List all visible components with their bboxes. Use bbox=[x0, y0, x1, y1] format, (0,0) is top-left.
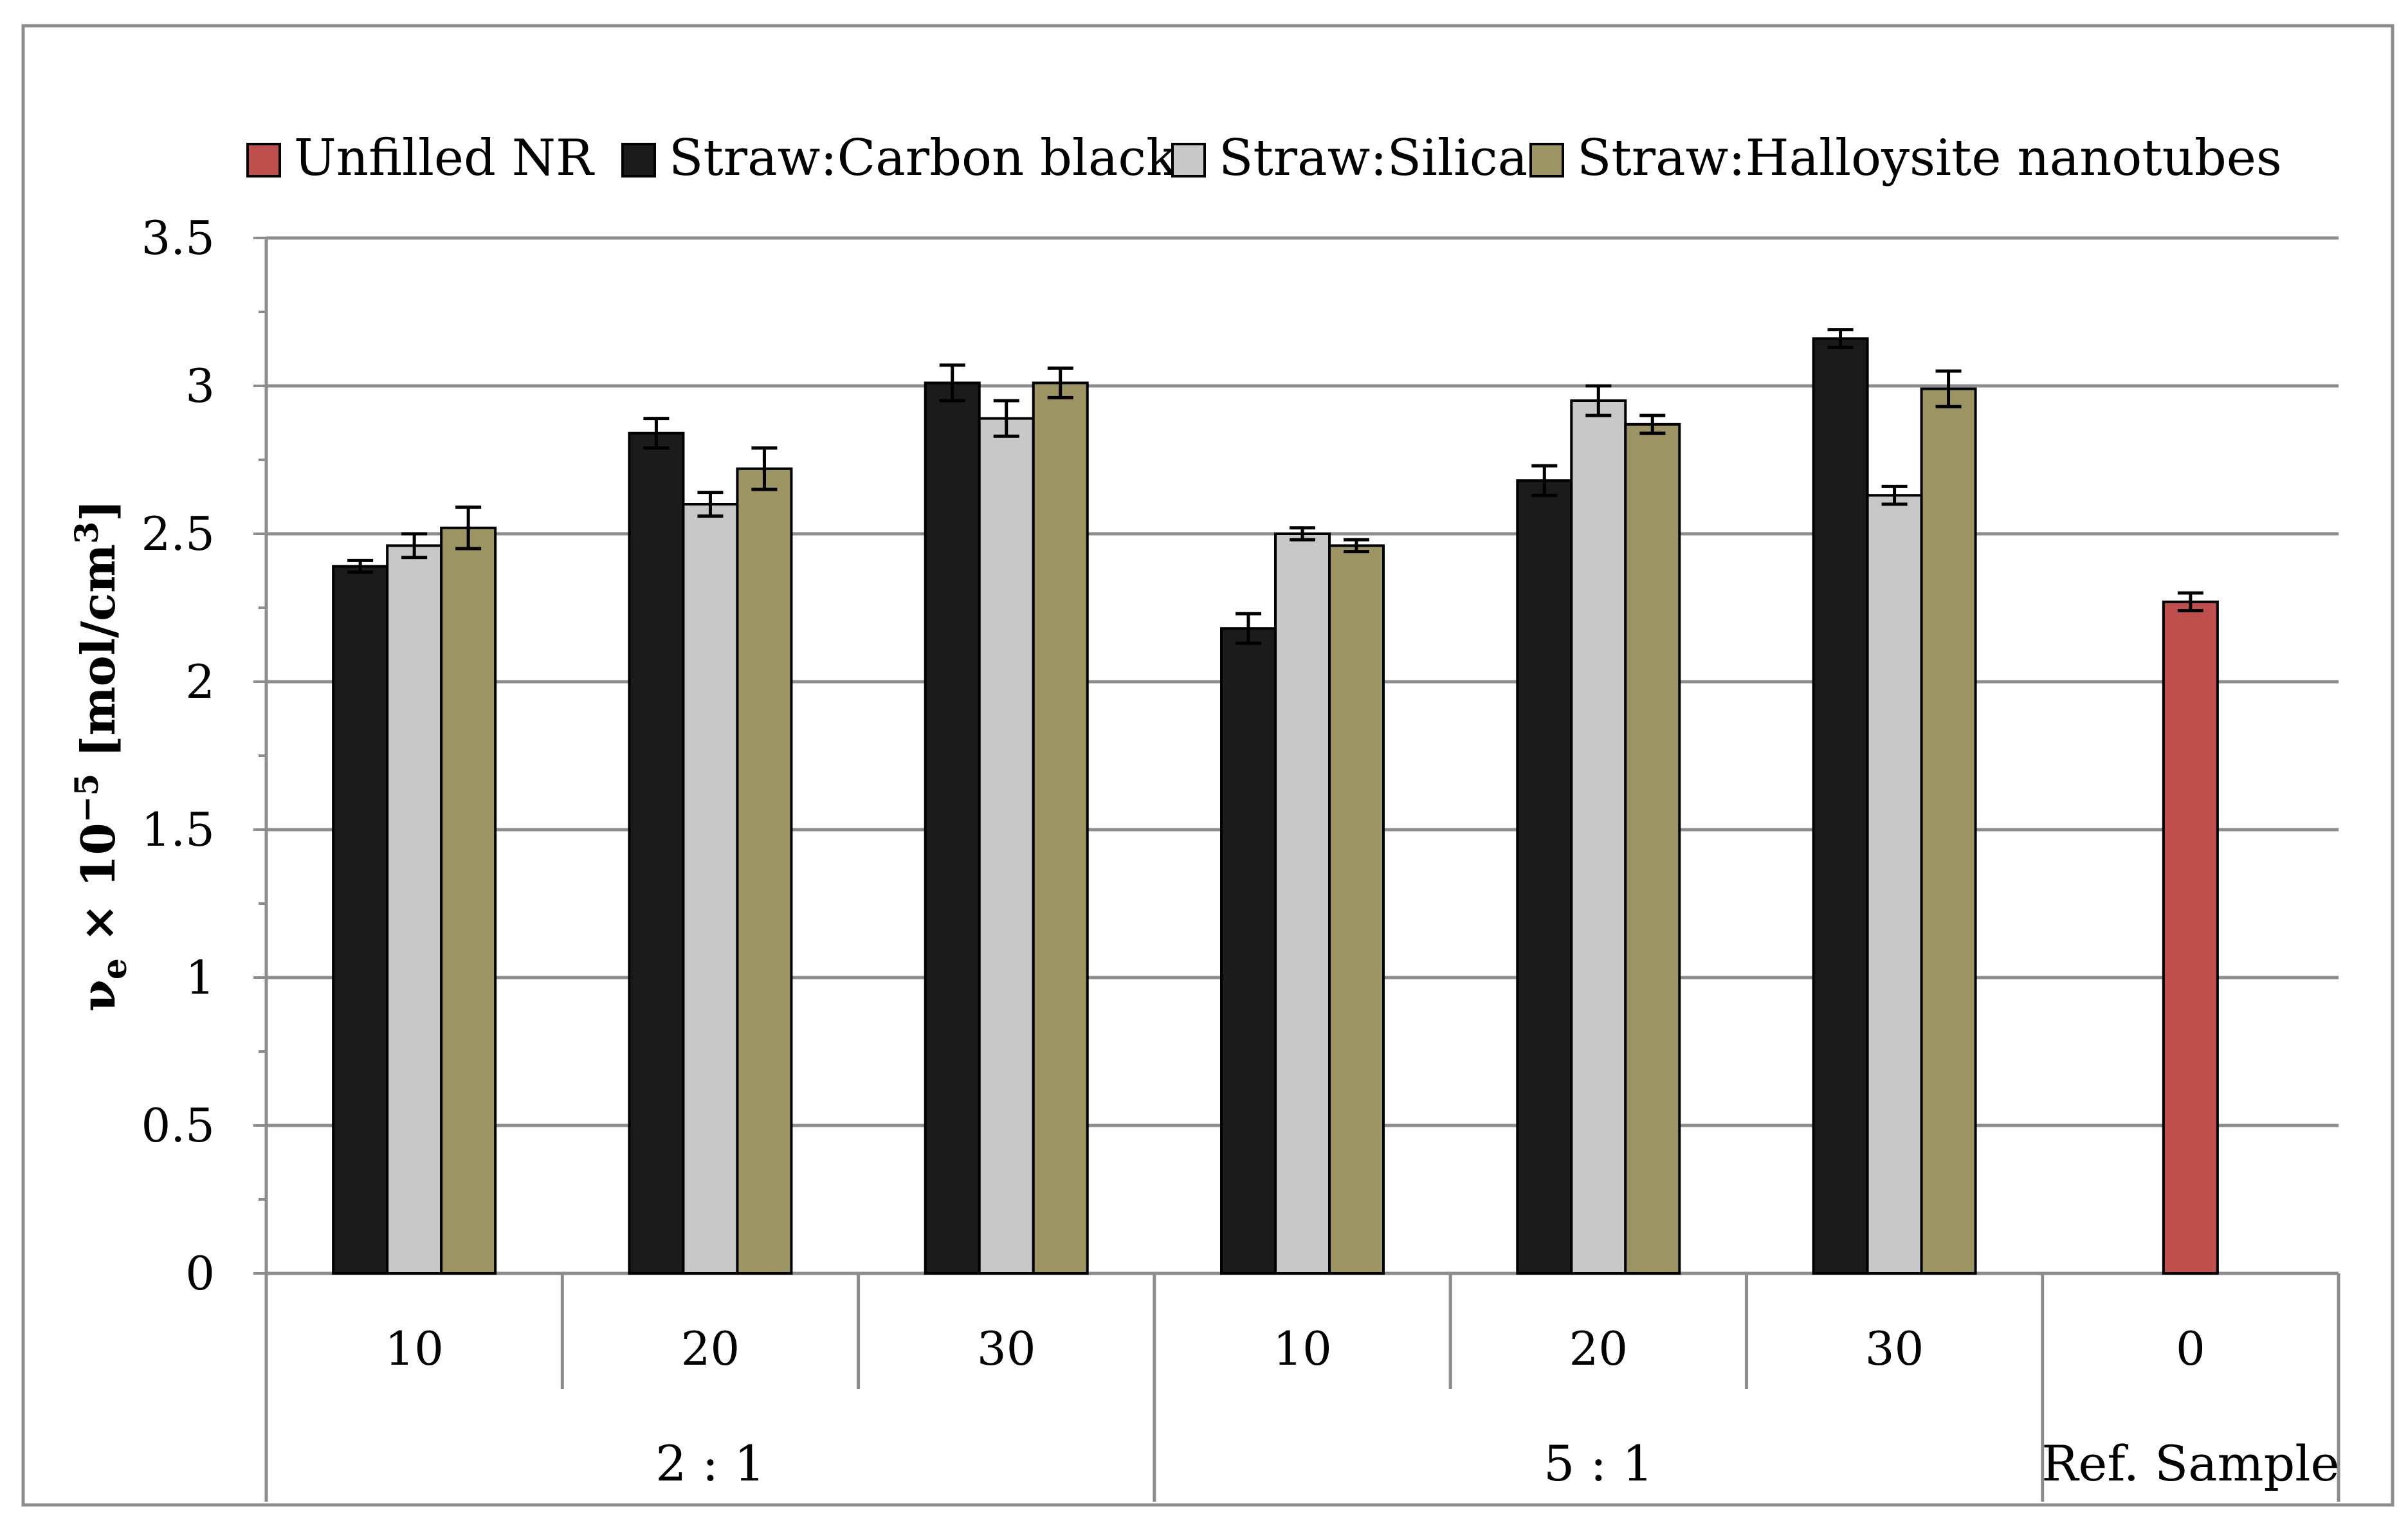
legend-swatch bbox=[621, 143, 656, 178]
bar bbox=[1516, 479, 1573, 1275]
bar bbox=[1624, 423, 1681, 1275]
y-tick-label: 2 bbox=[185, 655, 215, 709]
bar bbox=[736, 467, 793, 1275]
y-axis-label-part: ] bbox=[71, 500, 125, 522]
legend-swatch bbox=[1529, 143, 1564, 178]
x-group-label: 2 : 1 bbox=[655, 1435, 765, 1492]
y-axis-label-part: 3 bbox=[68, 522, 105, 544]
axes: 0 0.5 1 1.5 2 2.5 3 3.5 2 : 1 5 : 1 Ref. Sample 10 2… bbox=[141, 211, 2340, 1502]
y-axis-label-part: −5 bbox=[68, 774, 105, 823]
legend-entry: Straw:Silica bbox=[1219, 129, 1528, 187]
x-tick-label: 20 bbox=[1569, 1322, 1628, 1376]
legend-entry: Unfilled NR bbox=[294, 129, 595, 187]
legend-entry: Straw:Halloysite nanotubes bbox=[1577, 129, 2282, 187]
x-group-label: Ref. Sample bbox=[2041, 1435, 2339, 1492]
bar bbox=[440, 526, 497, 1275]
y-tick-label: 1.5 bbox=[141, 803, 215, 857]
x-tick-label: 30 bbox=[1865, 1322, 1924, 1376]
y-axis-label-part: [mol/cm bbox=[71, 544, 125, 774]
y-tick-label: 0.5 bbox=[141, 1098, 215, 1152]
bar bbox=[978, 417, 1035, 1275]
bar bbox=[1920, 387, 1977, 1275]
y-axis-label-part: × 10 bbox=[71, 823, 125, 958]
bar bbox=[1032, 381, 1089, 1275]
y-tick-label: 3.5 bbox=[141, 211, 215, 265]
y-tick-label: 2.5 bbox=[141, 507, 215, 561]
x-group-label: 5 : 1 bbox=[1544, 1435, 1654, 1492]
x-tick-label: 30 bbox=[977, 1322, 1036, 1376]
bar bbox=[332, 565, 389, 1275]
bars bbox=[332, 337, 2219, 1275]
bar bbox=[2162, 600, 2219, 1275]
y-tick-label: 3 bbox=[185, 359, 215, 413]
legend: Unfilled NR Straw:Carbon black Straw:Silic… bbox=[246, 129, 2282, 187]
legend-swatch bbox=[246, 143, 281, 178]
x-tick-label: 10 bbox=[1273, 1322, 1332, 1376]
bar bbox=[1274, 533, 1331, 1275]
bar bbox=[1328, 544, 1385, 1275]
bar bbox=[682, 503, 739, 1275]
x-tick-label: 10 bbox=[385, 1322, 444, 1376]
bar bbox=[386, 544, 443, 1275]
bar bbox=[628, 432, 685, 1275]
x-tick-label: 0 bbox=[2176, 1322, 2205, 1376]
bar bbox=[1570, 399, 1627, 1275]
y-axis-label-part: e bbox=[95, 958, 134, 979]
error-bars bbox=[347, 328, 2203, 645]
y-axis-label-part: ν bbox=[71, 979, 125, 1012]
bar bbox=[924, 381, 981, 1275]
y-tick-label: 1 bbox=[185, 951, 215, 1005]
bar bbox=[1220, 627, 1277, 1275]
bar bbox=[1812, 337, 1869, 1275]
y-axis-label: νe × 10−5 [mol/cm3] bbox=[68, 500, 134, 1012]
bar bbox=[1866, 494, 1923, 1275]
legend-swatch bbox=[1171, 143, 1206, 178]
legend-entry: Straw:Carbon black bbox=[669, 129, 1177, 187]
y-axis-label-text: νe × 10−5 [mol/cm3] bbox=[68, 500, 134, 1012]
y-tick-label: 0 bbox=[185, 1246, 215, 1300]
x-tick-label: 20 bbox=[681, 1322, 740, 1376]
